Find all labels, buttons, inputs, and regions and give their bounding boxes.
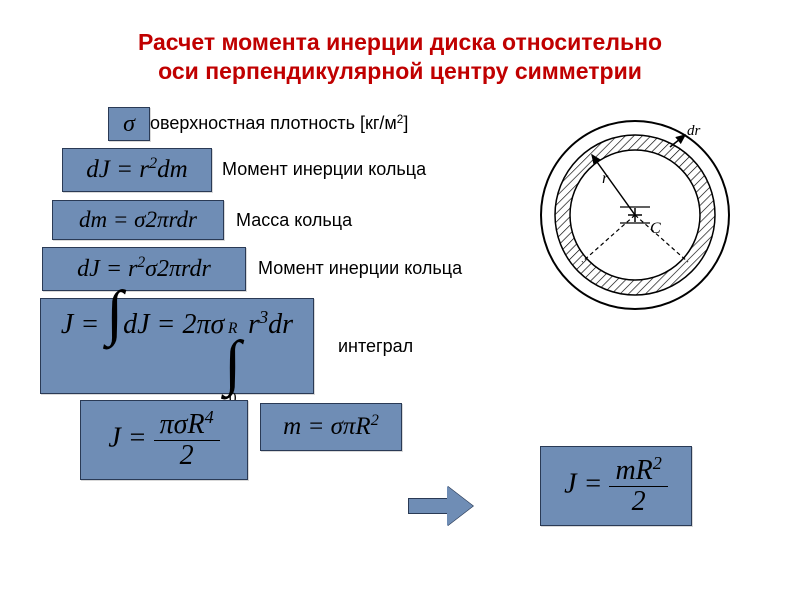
formula-J-psR4-box: J = πσR42 (80, 400, 248, 480)
title-line2: оси перпендикулярной центру симметрии (158, 58, 642, 84)
formula-dJ-full: dJ = r2σ2πrdr (77, 256, 211, 283)
page-title: Расчет момента инерции диска относительн… (0, 0, 800, 86)
title-line1: Расчет момента инерции диска относительн… (138, 29, 662, 55)
svg-text:r: r (602, 170, 609, 187)
formula-sigma-box: σ (108, 107, 150, 141)
formula-J-mR2: J = mR22 (564, 456, 668, 516)
formula-dJ-r2dm: dJ = r2dm (86, 156, 187, 184)
label-surface-density: оверхностная плотность [кг/м2] (150, 113, 408, 134)
label-ring-mass: Масса кольца (236, 210, 352, 231)
formula-integral-box: J = ∫dJ = 2πσR∫0 r3dr (40, 298, 314, 394)
formula-dm: dm = σ2πrdr (79, 207, 197, 233)
svg-text:C: C (650, 220, 661, 237)
diagram-group: C r dr (541, 121, 729, 309)
arrow-icon (408, 486, 473, 526)
label-ring-moment-2: Момент инерции кольца (258, 258, 462, 279)
formula-J-psR4: J = πσR42 (108, 410, 219, 470)
svg-text:dr: dr (687, 123, 701, 139)
formula-J-mR2-box: J = mR22 (540, 446, 692, 526)
formula-sigma: σ (123, 111, 135, 138)
formula-dJ-r2dm-box: dJ = r2dm (62, 148, 212, 192)
label-integral: интеграл (338, 336, 413, 357)
label-ring-moment-1: Момент инерции кольца (222, 159, 426, 180)
formula-dJ-full-box: dJ = r2σ2πrdr (42, 247, 246, 291)
formula-m-spR2-box: m = σπR2 (260, 403, 402, 451)
formula-dm-box: dm = σ2πrdr (52, 200, 224, 240)
formula-m-spR2: m = σπR2 (283, 413, 379, 441)
formula-integral: J = ∫dJ = 2πσR∫0 r3dr (61, 286, 293, 405)
disk-diagram: C r dr (520, 105, 750, 330)
